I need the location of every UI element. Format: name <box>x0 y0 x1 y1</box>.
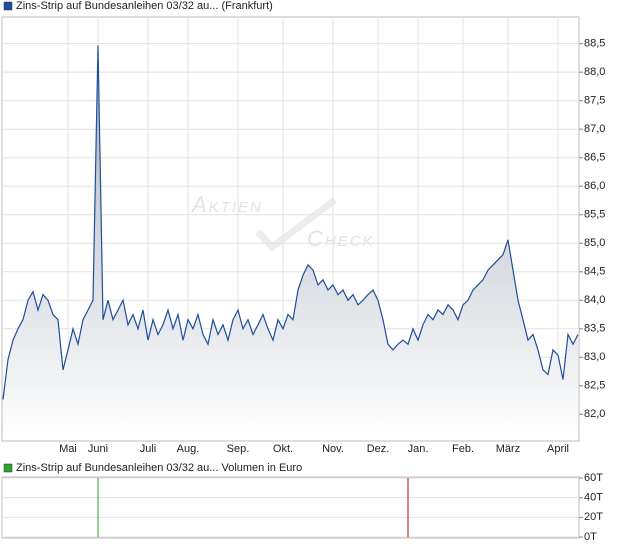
x-tick-label: Feb. <box>452 443 474 455</box>
watermark-check <box>255 197 338 252</box>
area <box>3 45 578 441</box>
y-tick-label: 83,0 <box>584 351 605 363</box>
y-tick-label: 87,5 <box>584 95 605 107</box>
x-tick-label: Sep. <box>227 443 250 455</box>
x-tick-label: März <box>496 443 520 455</box>
y-tick-label: 60T <box>584 472 603 484</box>
y-tick-label: 85,5 <box>584 209 605 221</box>
y-tick-label: 87,0 <box>584 123 605 135</box>
y-tick-label: 40T <box>584 492 603 504</box>
y-tick-label: 84,5 <box>584 266 605 278</box>
x-tick-label: Dez. <box>367 443 390 455</box>
x-tick-label: Jan. <box>408 443 429 455</box>
volume-bar <box>407 478 409 537</box>
y-tick-label: 88,0 <box>584 66 605 78</box>
watermark: Aktien <box>190 192 263 217</box>
y-tick-label: 88,5 <box>584 38 605 50</box>
plot-frame <box>1 16 580 442</box>
legend-swatch <box>3 463 13 473</box>
volume-bar <box>97 478 99 537</box>
x-tick-label: Mai <box>59 443 77 455</box>
x-tick-label: Juni <box>88 443 108 455</box>
legend-label: Zins-Strip auf Bundesanleihen 03/32 au..… <box>16 0 273 12</box>
y-tick-label: 0T <box>584 531 597 543</box>
x-tick-label: Aug. <box>177 443 200 455</box>
y-tick-label: 82,5 <box>584 380 605 392</box>
x-tick-label: April <box>547 443 569 455</box>
y-tick-label: 20T <box>584 511 603 523</box>
x-tick-label: Okt. <box>273 443 293 455</box>
y-tick-label: 86,5 <box>584 152 605 164</box>
y-tick-label: 86,0 <box>584 180 605 192</box>
legend-swatch <box>3 1 13 11</box>
watermark: Check <box>307 226 375 251</box>
line <box>2 45 579 400</box>
y-tick-label: 84,0 <box>584 294 605 306</box>
volume-frame <box>1 476 580 539</box>
y-tick-label: 85,0 <box>584 237 605 249</box>
x-tick-label: Juli <box>140 443 157 455</box>
y-tick-label: 83,5 <box>584 323 605 335</box>
y-tick-label: 82,0 <box>584 408 605 420</box>
legend-label: Zins-Strip auf Bundesanleihen 03/32 au..… <box>16 462 302 474</box>
x-tick-label: Nov. <box>322 443 344 455</box>
